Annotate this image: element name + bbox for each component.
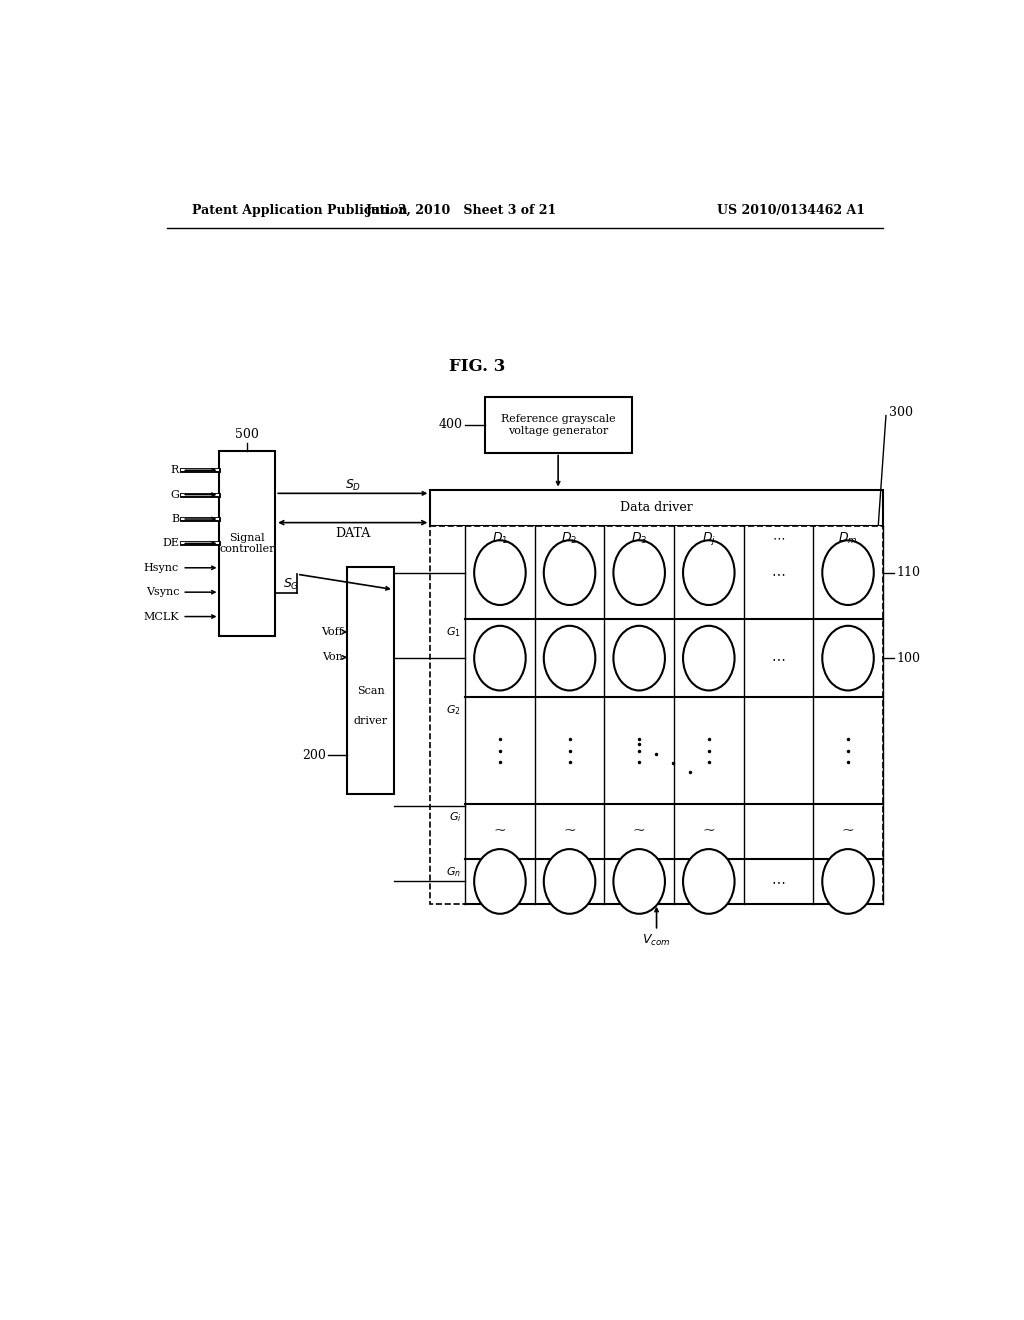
Text: B: B <box>171 513 179 524</box>
Text: Data driver: Data driver <box>621 502 693 515</box>
Text: Patent Application Publication: Patent Application Publication <box>191 205 408 218</box>
Text: $\cdots$: $\cdots$ <box>771 651 785 665</box>
Text: $D_m$: $D_m$ <box>839 531 858 545</box>
Text: Voff: Voff <box>322 627 343 638</box>
Text: R: R <box>171 465 179 475</box>
Ellipse shape <box>474 849 525 913</box>
Text: $S_D$: $S_D$ <box>345 478 360 494</box>
Ellipse shape <box>683 540 734 605</box>
Text: ~: ~ <box>633 825 645 838</box>
Text: 300: 300 <box>889 407 913 418</box>
Ellipse shape <box>613 540 665 605</box>
Text: driver: driver <box>353 715 388 726</box>
Text: $G_n$: $G_n$ <box>446 866 461 879</box>
Text: $G_1$: $G_1$ <box>446 626 461 639</box>
Text: MCLK: MCLK <box>143 611 179 622</box>
Text: Hsync: Hsync <box>144 562 179 573</box>
Text: 100: 100 <box>897 652 921 665</box>
Bar <box>347 566 394 793</box>
Text: Vsync: Vsync <box>145 587 179 597</box>
Text: DE: DE <box>162 539 179 548</box>
Text: DATA: DATA <box>335 527 371 540</box>
Ellipse shape <box>822 849 873 913</box>
Bar <box>430 490 883 527</box>
Ellipse shape <box>544 540 595 605</box>
Ellipse shape <box>683 849 734 913</box>
Text: 110: 110 <box>897 566 921 579</box>
Text: $\cdots$: $\cdots$ <box>771 874 785 888</box>
Ellipse shape <box>474 540 525 605</box>
Text: ~: ~ <box>702 825 715 838</box>
Text: $S_G$: $S_G$ <box>283 577 299 591</box>
Text: FIG. 3: FIG. 3 <box>449 358 505 375</box>
Text: $D_2$: $D_2$ <box>561 531 578 545</box>
Text: Jun. 3, 2010   Sheet 3 of 21: Jun. 3, 2010 Sheet 3 of 21 <box>366 205 557 218</box>
Text: ~: ~ <box>494 825 506 838</box>
Ellipse shape <box>474 626 525 690</box>
Ellipse shape <box>544 849 595 913</box>
Text: $\cdots$: $\cdots$ <box>772 532 785 545</box>
Text: ~: ~ <box>842 825 854 838</box>
Text: $G_2$: $G_2$ <box>446 704 461 717</box>
Ellipse shape <box>822 626 873 690</box>
Ellipse shape <box>613 626 665 690</box>
Ellipse shape <box>822 540 873 605</box>
Bar <box>430 527 883 904</box>
Ellipse shape <box>683 626 734 690</box>
Ellipse shape <box>544 626 595 690</box>
Text: G: G <box>170 490 179 500</box>
Text: 400: 400 <box>439 418 463 432</box>
Text: ~: ~ <box>563 825 575 838</box>
Bar <box>484 397 632 453</box>
Text: US 2010/0134462 A1: US 2010/0134462 A1 <box>717 205 865 218</box>
Text: 200: 200 <box>302 748 326 762</box>
Text: Reference grayscale
voltage generator: Reference grayscale voltage generator <box>501 414 615 436</box>
Bar <box>219 451 275 636</box>
Text: Scan: Scan <box>356 686 384 697</box>
Text: $D_j$: $D_j$ <box>701 529 716 546</box>
Text: $V_{com}$: $V_{com}$ <box>642 933 671 948</box>
Text: $D_3$: $D_3$ <box>631 531 647 545</box>
Text: Signal
controller: Signal controller <box>219 532 275 554</box>
Text: $G_i$: $G_i$ <box>449 810 461 824</box>
Text: Von: Von <box>323 652 343 663</box>
Text: 500: 500 <box>236 428 259 441</box>
Text: $D_1$: $D_1$ <box>492 531 508 545</box>
Ellipse shape <box>613 849 665 913</box>
Text: $\cdots$: $\cdots$ <box>771 566 785 579</box>
